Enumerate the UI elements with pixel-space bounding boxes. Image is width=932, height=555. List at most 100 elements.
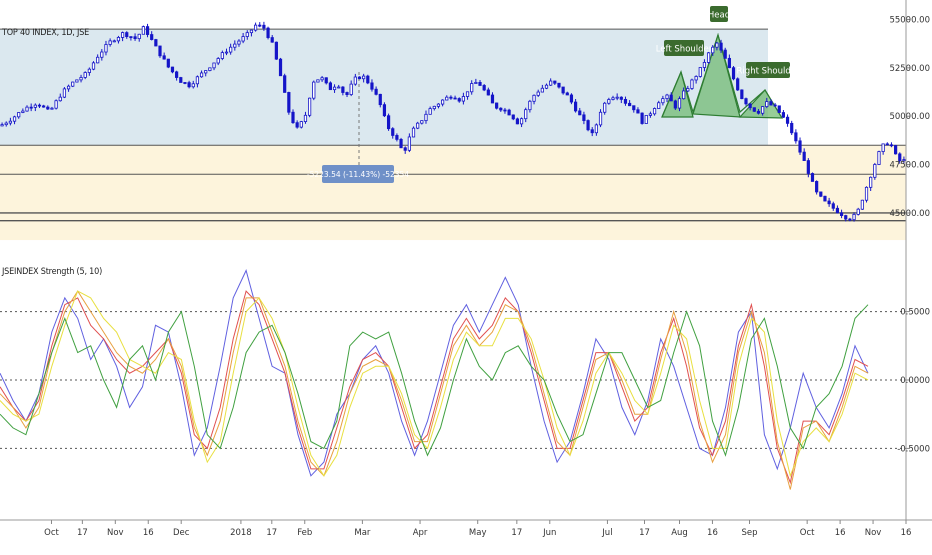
candle-body — [524, 109, 528, 120]
candle-body — [756, 110, 761, 114]
candle-body — [50, 107, 54, 110]
x-tick-label: 2018 — [230, 528, 252, 538]
candle-body — [79, 77, 83, 81]
candle-body — [785, 116, 790, 124]
candle-body — [46, 106, 50, 110]
candle-body — [133, 36, 137, 40]
candle-body — [378, 93, 382, 106]
candle-body — [769, 101, 773, 106]
candle-body — [83, 72, 87, 78]
candle-body — [478, 82, 482, 86]
candle-body — [794, 132, 798, 142]
candle-body — [241, 36, 245, 42]
candle-body — [736, 78, 740, 91]
osc-series-line — [0, 290, 869, 485]
candle-body — [740, 89, 744, 100]
candle-body — [603, 102, 607, 113]
candle-body — [4, 122, 8, 126]
oscillator-title: JSEINDEX Strength (5, 10) — [2, 267, 103, 277]
pattern-label: Head — [708, 11, 730, 21]
candle-body — [565, 92, 569, 96]
candle-body — [461, 96, 465, 102]
candle-body — [802, 151, 806, 161]
candle-body — [125, 32, 129, 38]
candle-body — [258, 24, 262, 27]
candle-body — [848, 218, 852, 221]
candle-body — [403, 147, 407, 151]
candle-body — [677, 98, 682, 109]
candle-body — [121, 32, 125, 38]
candle-body — [195, 76, 200, 85]
pattern-label: Left Shoulder — [656, 45, 713, 55]
candle-body — [490, 94, 495, 104]
candle-body — [590, 129, 594, 134]
candle-body — [91, 62, 96, 70]
candle-body — [270, 37, 274, 43]
candle-body — [245, 32, 249, 37]
candle-body — [636, 109, 640, 114]
candle-body — [249, 29, 254, 34]
candle-body — [274, 41, 278, 60]
pattern-label: Right Shoulder — [737, 67, 800, 77]
candle-body — [594, 124, 598, 134]
candle-body — [191, 83, 195, 88]
candle-body — [499, 107, 503, 111]
candle-body — [416, 122, 420, 129]
candle-body — [441, 99, 445, 105]
candle-body — [657, 102, 661, 109]
candle-body — [116, 37, 121, 42]
x-tick-label: Aug — [671, 528, 688, 538]
candle-body — [407, 136, 411, 151]
candle-body — [108, 40, 112, 45]
price-chart-title: TOP 40 INDEX, 1D, JSE — [2, 28, 90, 38]
candle-body — [669, 94, 673, 102]
candle-body — [324, 77, 328, 84]
candle-body — [341, 86, 345, 93]
candle-body — [75, 79, 79, 83]
candle-body — [731, 67, 736, 80]
candle-body — [619, 96, 623, 100]
zone-upper — [0, 29, 768, 146]
osc-series-line — [0, 304, 869, 457]
candle-body — [598, 111, 603, 126]
candle-body — [432, 105, 436, 110]
candle-body — [773, 104, 777, 107]
candle-body — [694, 76, 698, 81]
candle-body — [644, 115, 648, 124]
price-tick-label: 50000.00 — [889, 112, 930, 122]
candle-body — [216, 58, 220, 64]
candle-body — [470, 83, 474, 93]
candle-body — [129, 36, 133, 39]
price-tick-label: 55000.00 — [889, 15, 930, 25]
candle-body — [112, 40, 116, 43]
x-tick-label: Apr — [413, 528, 428, 538]
candle-body — [62, 88, 67, 98]
candle-body — [711, 46, 715, 54]
candle-body — [503, 109, 507, 112]
candle-body — [436, 103, 441, 107]
candle-body — [536, 91, 540, 96]
x-tick-label: 16 — [707, 528, 718, 538]
candle-body — [208, 67, 212, 71]
candle-body — [781, 112, 785, 118]
x-tick-label: Sep — [741, 528, 757, 538]
candle-body — [445, 96, 449, 101]
candle-body — [860, 199, 864, 210]
x-tick-label: 17 — [266, 528, 277, 538]
candle-body — [511, 114, 515, 120]
candle-body — [349, 83, 353, 95]
candle-body — [87, 68, 91, 73]
candle-body — [557, 82, 561, 88]
candle-body — [798, 140, 802, 153]
candle-body — [549, 80, 553, 86]
candle-body — [175, 71, 179, 78]
candle-body — [337, 86, 341, 89]
candle-body — [170, 66, 175, 73]
candle-body — [262, 24, 266, 29]
candle-body — [386, 115, 391, 130]
candle-body — [540, 87, 544, 93]
candle-body — [790, 122, 794, 134]
candle-body — [815, 181, 819, 193]
candle-body — [399, 138, 403, 149]
candle-body — [312, 81, 316, 99]
